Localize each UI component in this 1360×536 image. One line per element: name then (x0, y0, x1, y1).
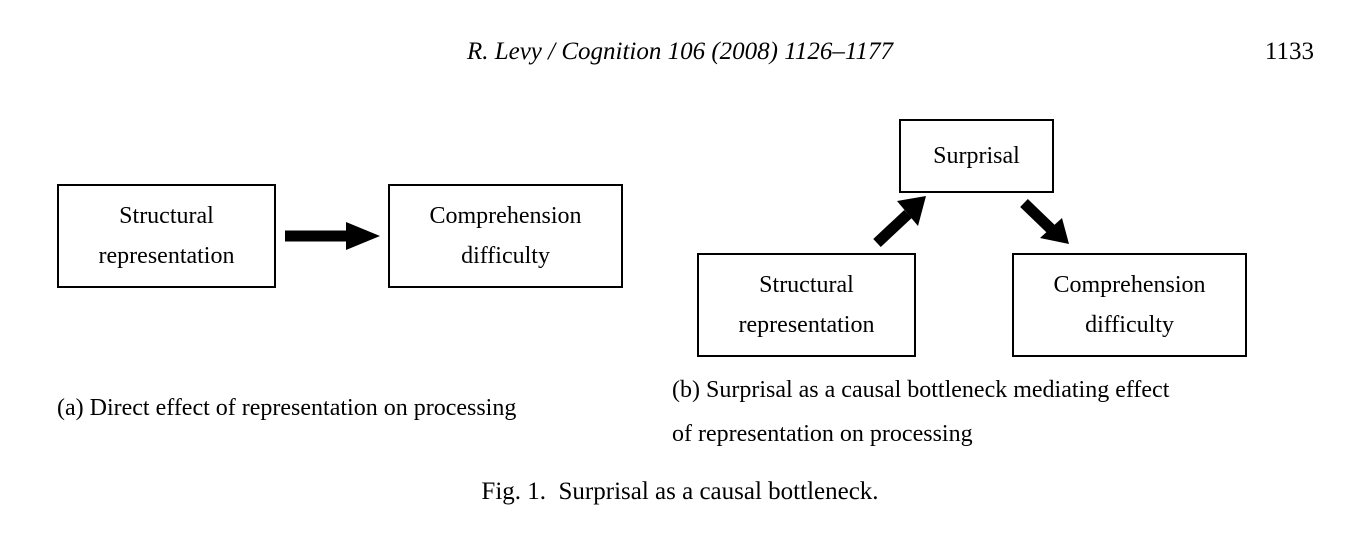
box-label-line1: Comprehension (1053, 272, 1206, 298)
box-label-line2: representation (738, 312, 875, 338)
panel-a-structural-representation-box: Structural representation (57, 184, 276, 288)
caption-line2: of representation on processing (672, 421, 973, 447)
arrow-down-right-icon (1020, 199, 1069, 244)
panel-b-caption: (b) Surprisal as a causal bottleneck med… (672, 370, 1169, 454)
panel-b-surprisal-box: Surprisal (899, 119, 1054, 193)
page-number: 1133 (1264, 38, 1314, 65)
panel-a-comprehension-difficulty-box: Comprehension difficulty (388, 184, 623, 288)
caption-line1: (b) Surprisal as a causal bottleneck med… (672, 377, 1170, 403)
panel-a-caption: (a) Direct effect of representation on p… (57, 395, 517, 421)
box-label-line1: Structural (759, 272, 854, 298)
box-label-line2: difficulty (1085, 312, 1174, 338)
figure-caption: Fig. 1. Surprisal as a causal bottleneck… (481, 478, 879, 505)
panel-b-comprehension-difficulty-box: Comprehension difficulty (1012, 253, 1247, 357)
box-label-line1: Surprisal (933, 143, 1020, 169)
panel-b-structural-representation-box: Structural Comprehension representation (697, 253, 916, 357)
box-label-line2: representation (98, 243, 235, 269)
arrow-up-right-icon (873, 196, 926, 248)
running-header: R. Levy / Cognition 106 (2008) 1126–1177 (466, 38, 894, 65)
arrow-right-icon (285, 222, 380, 250)
box-label-line2: difficulty (461, 243, 550, 269)
box-label-line1: Structural (119, 203, 214, 229)
box-label-line1: Comprehension (429, 203, 582, 229)
